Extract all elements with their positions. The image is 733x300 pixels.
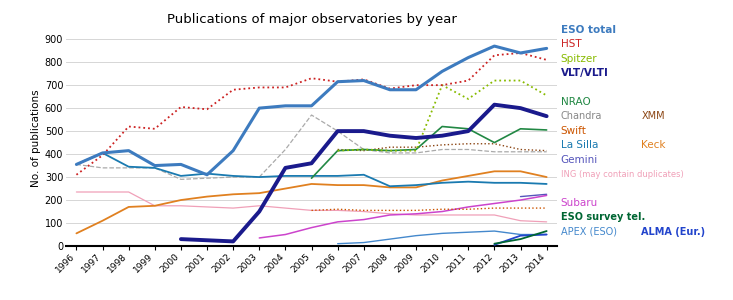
Text: VLT/VLTI: VLT/VLTI	[561, 68, 608, 78]
Text: Chandra: Chandra	[561, 111, 602, 122]
Text: Gemini: Gemini	[561, 154, 598, 165]
Text: NRAO: NRAO	[561, 97, 591, 107]
Text: ESO survey tel.: ESO survey tel.	[561, 212, 645, 222]
Text: XMM: XMM	[641, 111, 665, 122]
Text: APEX (ESO): APEX (ESO)	[561, 226, 616, 237]
Text: Spitzer: Spitzer	[561, 54, 597, 64]
Text: Swift: Swift	[561, 126, 586, 136]
Y-axis label: No. of publications: No. of publications	[31, 89, 40, 187]
Text: HST: HST	[561, 39, 581, 50]
Text: ESO total: ESO total	[561, 25, 616, 35]
Text: La Silla: La Silla	[561, 140, 598, 150]
Text: ING (may contain duplicates): ING (may contain duplicates)	[561, 169, 683, 178]
Title: Publications of major observatories by year: Publications of major observatories by y…	[166, 13, 457, 26]
Text: Keck: Keck	[641, 140, 666, 150]
Text: ALMA (Eur.): ALMA (Eur.)	[641, 226, 705, 237]
Text: Subaru: Subaru	[561, 198, 598, 208]
